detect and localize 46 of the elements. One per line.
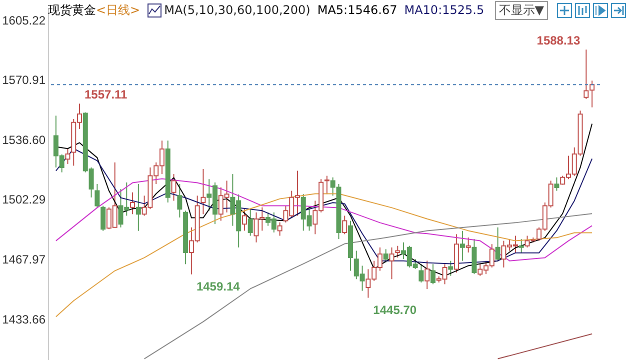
line-series bbox=[144, 213, 593, 360]
candlestick bbox=[389, 246, 394, 280]
annotation: 1588.13 bbox=[536, 34, 580, 48]
annotation: MA5:1546.67 bbox=[317, 3, 398, 17]
candlestick bbox=[418, 264, 424, 283]
candlestick bbox=[130, 192, 136, 215]
candlestick bbox=[242, 208, 247, 232]
annotation: 不显示▼ bbox=[494, 1, 548, 20]
y-tick-label: 1467.97 bbox=[2, 252, 46, 266]
y-tick-label: 1433.66 bbox=[2, 312, 46, 326]
candlestick bbox=[277, 222, 282, 236]
candlestick bbox=[424, 260, 430, 290]
candlestick bbox=[177, 184, 182, 218]
candlestick bbox=[584, 49, 589, 100]
candlestick bbox=[200, 168, 206, 215]
line-series bbox=[55, 193, 593, 318]
annotation: MA(5,10,30,60,100,200) bbox=[164, 3, 310, 17]
candlestick bbox=[65, 148, 70, 164]
chart-subtitle: <日线> bbox=[96, 2, 140, 18]
candlestick bbox=[554, 176, 560, 192]
y-tick-label: 1605.22 bbox=[2, 13, 46, 28]
candlestick bbox=[171, 174, 176, 202]
candlestick bbox=[495, 226, 500, 262]
candlestick bbox=[448, 260, 454, 276]
candlestick bbox=[383, 248, 388, 263]
annotation: 1557.11 bbox=[84, 88, 128, 102]
line-series bbox=[55, 178, 593, 262]
candlestick bbox=[466, 236, 471, 253]
candlestick bbox=[430, 264, 436, 285]
y-tick-label: 1502.29 bbox=[2, 192, 46, 207]
annotation: MA10:1525.5 bbox=[404, 3, 484, 17]
y-tick-label: 1570.91 bbox=[2, 73, 46, 88]
candlestick bbox=[324, 175, 330, 195]
candlestick bbox=[94, 184, 100, 208]
candlestick bbox=[395, 245, 400, 258]
candlestick bbox=[136, 184, 141, 232]
candlestick bbox=[590, 80, 595, 108]
candlestick bbox=[518, 238, 524, 253]
annotation: 1445.70 bbox=[373, 302, 417, 317]
candlestick bbox=[100, 205, 106, 232]
candlestick bbox=[248, 208, 253, 236]
chart-title: 现货黄金 bbox=[48, 2, 96, 18]
candlestick bbox=[342, 215, 348, 235]
candlestick bbox=[460, 230, 465, 262]
annotation: 1459.14 bbox=[196, 279, 240, 294]
y-tick-label: 1536.60 bbox=[2, 132, 46, 147]
